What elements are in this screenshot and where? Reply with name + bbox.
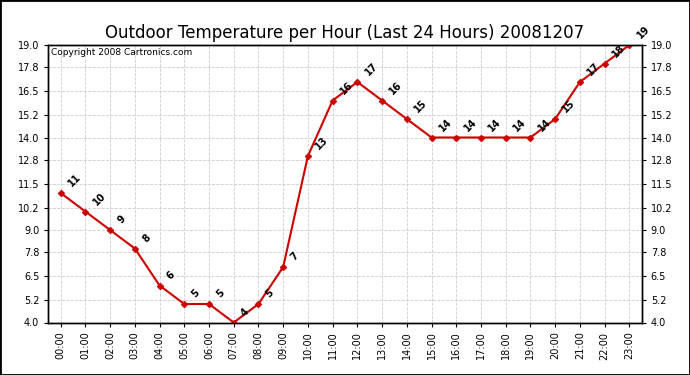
Text: 17: 17 [363, 61, 380, 78]
Text: 5: 5 [215, 288, 226, 300]
Text: 5: 5 [190, 288, 201, 300]
Text: 14: 14 [536, 117, 553, 134]
Text: 14: 14 [462, 117, 478, 134]
Text: 5: 5 [264, 288, 276, 300]
Text: 15: 15 [413, 98, 429, 115]
Text: 11: 11 [66, 172, 83, 189]
Text: 4: 4 [239, 306, 251, 318]
Text: 16: 16 [388, 80, 404, 96]
Text: 14: 14 [437, 117, 454, 134]
Text: 18: 18 [610, 43, 627, 59]
Text: 8: 8 [140, 232, 152, 244]
Title: Outdoor Temperature per Hour (Last 24 Hours) 20081207: Outdoor Temperature per Hour (Last 24 Ho… [106, 24, 584, 42]
Text: 17: 17 [585, 61, 602, 78]
Text: 7: 7 [288, 251, 301, 263]
Text: 13: 13 [313, 135, 330, 152]
Text: 19: 19 [635, 24, 651, 41]
Text: 14: 14 [486, 117, 503, 134]
Text: 15: 15 [561, 98, 578, 115]
Text: 16: 16 [338, 80, 355, 96]
Text: 6: 6 [165, 270, 177, 281]
Text: 10: 10 [91, 191, 108, 207]
Text: 14: 14 [511, 117, 528, 134]
Text: Copyright 2008 Cartronics.com: Copyright 2008 Cartronics.com [51, 48, 193, 57]
Text: 9: 9 [116, 214, 128, 226]
